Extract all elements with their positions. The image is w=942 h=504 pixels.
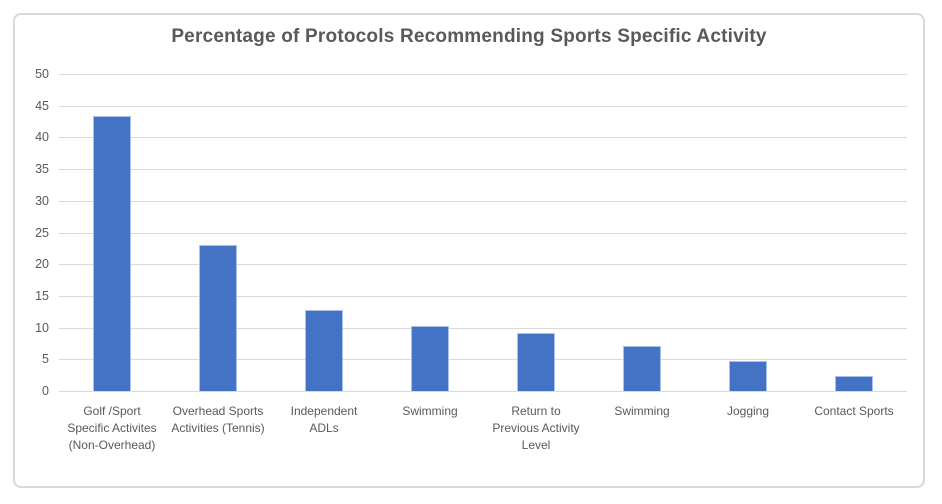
- gridline: [59, 359, 907, 361]
- bar-7: [729, 360, 767, 391]
- bar-slot: [377, 74, 483, 391]
- y-tick-label: 30: [35, 193, 49, 208]
- bar-5: [517, 332, 555, 391]
- bar-6: [623, 346, 661, 391]
- y-axis: 0 5 10 15 20 25 30 35 40 45 50: [15, 67, 49, 398]
- bar-4: [411, 325, 449, 391]
- bar-slot: [59, 74, 165, 391]
- bar-slot: [695, 74, 801, 391]
- x-category-label: Overhead Sports Activities (Tennis): [165, 403, 271, 454]
- y-tick-label: 5: [42, 352, 49, 367]
- y-tick-label: 35: [35, 162, 49, 177]
- x-category-label: Swimming: [377, 403, 483, 454]
- x-category-label: Swimming: [589, 403, 695, 454]
- y-tick-label: 45: [35, 98, 49, 113]
- bar-8: [835, 375, 873, 391]
- gridline: [59, 391, 907, 392]
- bar-slot: [801, 74, 907, 391]
- y-tick-label: 15: [35, 288, 49, 303]
- y-tick-label: 40: [35, 130, 49, 145]
- x-category-label: Jogging: [695, 403, 801, 454]
- x-category-label: Return to Previous Activity Level: [483, 403, 589, 454]
- x-axis-labels: Golf /Sport Specific Activites (Non-Over…: [59, 403, 907, 454]
- bar-3: [305, 310, 343, 391]
- x-category-label: Independent ADLs: [271, 403, 377, 454]
- gridline: [59, 200, 907, 202]
- gridline: [59, 232, 907, 234]
- gridline: [59, 264, 907, 266]
- bar-1: [93, 116, 131, 391]
- plot-area: [59, 74, 907, 392]
- gridline: [59, 169, 907, 171]
- y-tick-label: 10: [35, 320, 49, 335]
- gridline: [59, 327, 907, 329]
- x-category-label-text: Overhead Sports Activities (Tennis): [171, 404, 265, 435]
- bar-2: [199, 245, 237, 391]
- chart-frame: Percentage of Protocols Recommending Spo…: [13, 13, 925, 488]
- y-tick-label: 20: [35, 257, 49, 272]
- x-category-label: Contact Sports: [801, 403, 907, 454]
- x-category-label-text: Contact Sports: [814, 404, 894, 418]
- gridline: [59, 137, 907, 139]
- bar-slot: [165, 74, 271, 391]
- x-category-label-text: Return to Previous Activity Level: [492, 404, 580, 452]
- gridline: [59, 105, 907, 107]
- x-category-label: Golf /Sport Specific Activites (Non-Over…: [59, 403, 165, 454]
- bar-slot: [589, 74, 695, 391]
- x-category-label-text: Jogging: [726, 404, 770, 418]
- x-category-label-text: Swimming: [614, 404, 670, 418]
- chart-title: Percentage of Protocols Recommending Spo…: [171, 26, 767, 47]
- y-tick-label: 0: [42, 384, 49, 398]
- y-tick-label: 50: [35, 67, 49, 81]
- gridline: [59, 74, 907, 75]
- x-category-label-text: Swimming: [402, 404, 458, 418]
- x-category-label-text: Golf /Sport Specific Activites (Non-Over…: [67, 404, 157, 452]
- gridline: [59, 295, 907, 297]
- bar-slot: [271, 74, 377, 391]
- bar-slot: [483, 74, 589, 391]
- y-tick-label: 25: [35, 225, 49, 240]
- bars-group: [59, 74, 907, 391]
- x-category-label-text: Independent ADLs: [290, 404, 358, 435]
